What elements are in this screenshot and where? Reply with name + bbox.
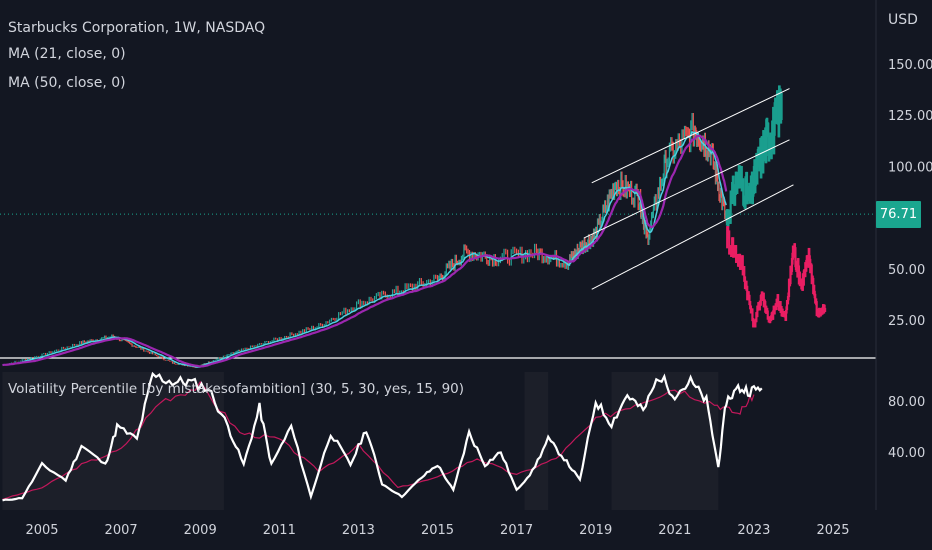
last-price-badge: 76.71 [876,201,921,228]
oscillator-legend[interactable]: Volatility Percentile [by mistakesofambi… [8,381,465,397]
time-tick-label: 2005 [25,523,58,538]
oscillator-grid [2,372,719,510]
ma21-legend[interactable]: MA (21, close, 0) [8,46,126,62]
price-tick-label: 150.00 [888,58,932,73]
axis-labels: 25.00 50.00 100.00 125.00 150.00 40.00 80.00 20… [25,58,932,538]
time-tick-label: 2011 [263,523,296,538]
oscillator-tick-label: 40.00 [888,446,925,461]
ma50-line [2,134,728,368]
price-tick-label: 25.00 [888,314,925,329]
price-grid [0,0,877,510]
oscillator-tick-label: 80.00 [888,395,925,410]
oscillator-pane [2,371,763,502]
time-tick-label: 2009 [184,523,217,538]
channel-line [591,184,794,290]
time-tick-label: 2021 [658,523,691,538]
price-tick-label: 50.00 [888,263,925,278]
ma21-line [2,130,727,368]
oscillator-signal-line [2,380,755,500]
time-tick-label: 2017 [500,523,533,538]
channel-line [583,139,790,239]
time-tick-label: 2015 [421,523,454,538]
price-tick-label: 125.00 [888,109,932,124]
time-tick-label: 2007 [105,523,138,538]
time-tick-label: 2025 [816,523,849,538]
currency-label[interactable]: USD [888,12,918,28]
price-pane [2,85,827,368]
time-tick-label: 2023 [737,523,770,538]
oscillator-band [611,372,719,510]
ma50-legend[interactable]: MA (50, close, 0) [8,75,126,91]
oscillator-percentile-line [2,371,763,502]
oscillator-band [524,372,549,510]
trend-channel[interactable] [583,88,794,290]
price-tick-label: 100.00 [888,160,932,175]
time-tick-label: 2013 [342,523,375,538]
symbol-title[interactable]: Starbucks Corporation, 1W, NASDAQ [8,20,266,36]
channel-line [591,88,790,184]
time-tick-label: 2019 [579,523,612,538]
